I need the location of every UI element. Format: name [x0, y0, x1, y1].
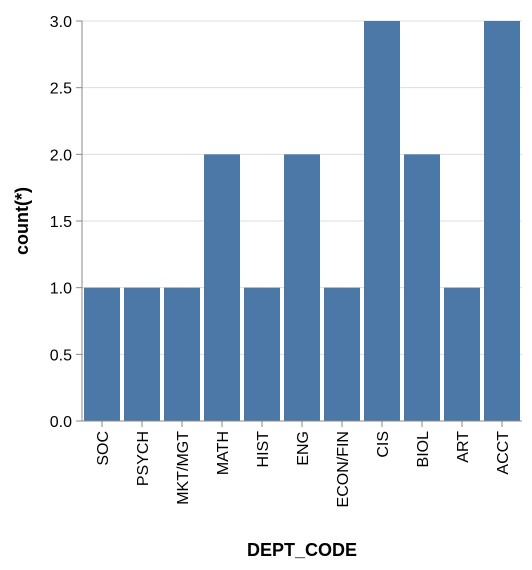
bar-biol: [404, 154, 440, 422]
bar-acct: [484, 21, 520, 421]
x-tick-label: ENG: [295, 431, 312, 466]
x-tick-label: SOC: [95, 431, 112, 466]
x-tick-label: BIOL: [415, 431, 432, 468]
x-axis: SOC PSYCH MKT/MGT MATH HIST ENG ECON/FIN CIS BIO…: [82, 420, 522, 507]
bar-econ-fin: [324, 287, 360, 421]
bar-art: [444, 287, 480, 421]
y-tick-label: 3.0: [50, 14, 72, 31]
x-tick-label: CIS: [375, 431, 392, 458]
bar-soc: [84, 287, 120, 421]
bar-eng: [284, 154, 320, 422]
x-tick-label: ART: [455, 431, 472, 463]
bar-cis: [364, 21, 400, 421]
bars: [84, 21, 520, 422]
y-tick-label: 1.5: [50, 214, 72, 231]
x-tick-label: MKT/MGT: [175, 431, 192, 505]
y-axis: 0.0 0.5 1.0 1.5 2.0 2.5 3.0: [50, 14, 83, 431]
bar-mkt-mgt: [164, 287, 200, 421]
x-tick-label: PSYCH: [135, 431, 152, 486]
y-tick-label: 0.0: [50, 414, 72, 431]
x-tick-label: HIST: [255, 431, 272, 468]
bar-psych: [124, 287, 160, 421]
x-tick-label: ECON/FIN: [335, 431, 352, 507]
y-tick-label: 0.5: [50, 347, 72, 364]
y-tick-label: 2.5: [50, 81, 72, 98]
x-tick-label: ACCT: [495, 431, 512, 475]
x-axis-title: DEPT_CODE: [247, 540, 357, 560]
bar-hist: [244, 287, 280, 421]
bar-math: [204, 154, 240, 422]
y-tick-label: 2.0: [50, 147, 72, 164]
y-tick-label: 1.0: [50, 281, 72, 298]
x-tick-label: MATH: [215, 431, 232, 475]
y-axis-title: count(*): [12, 187, 32, 255]
